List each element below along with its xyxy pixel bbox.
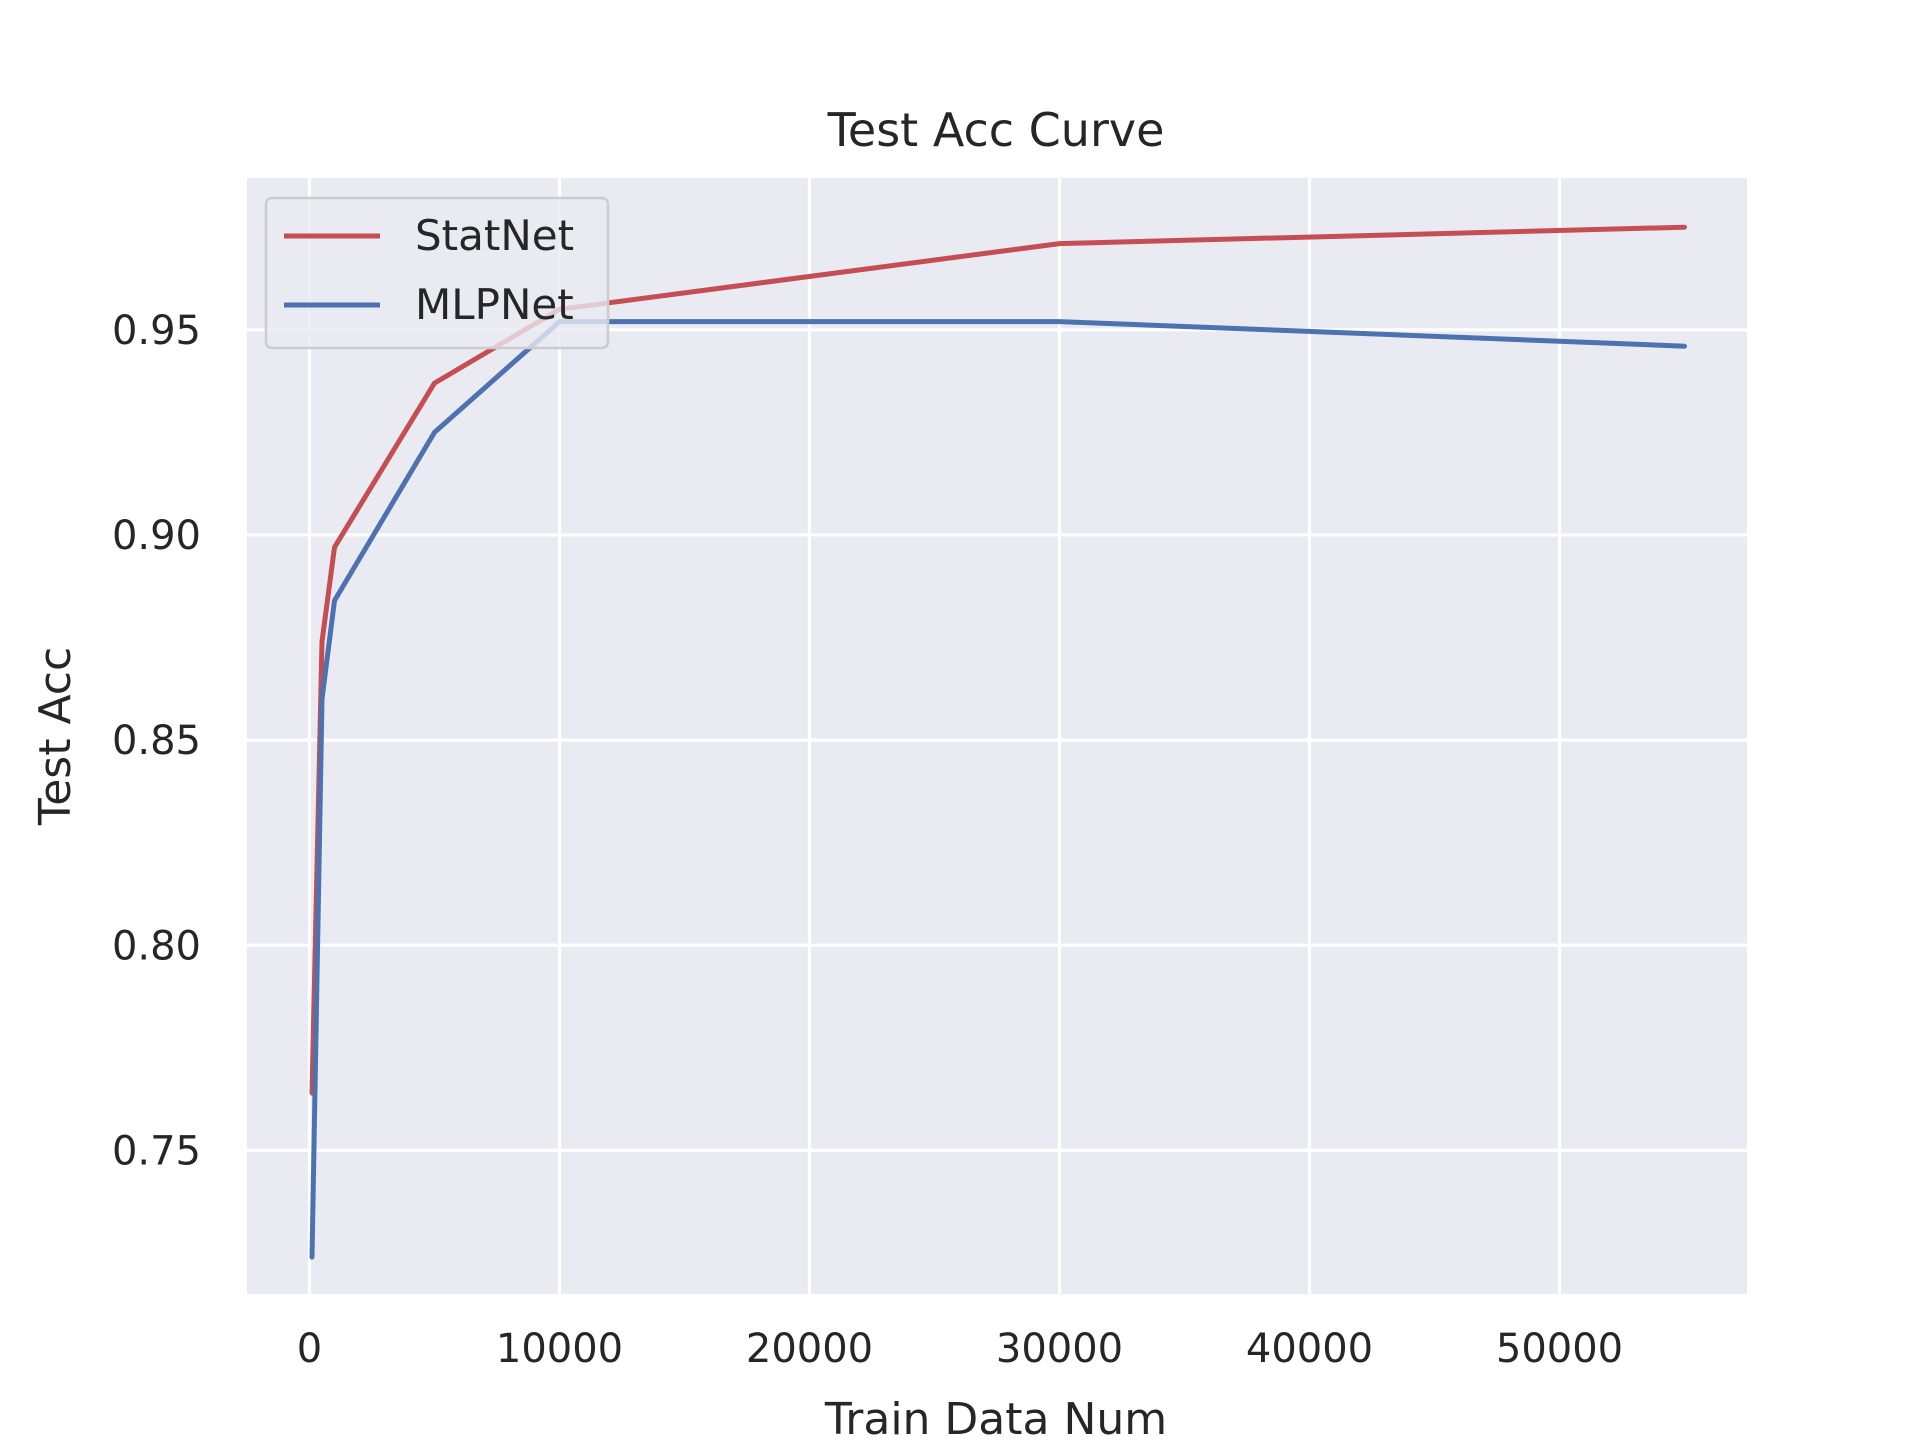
legend-label-statnet: StatNet — [415, 211, 574, 260]
y-tick-label: 0.90 — [112, 513, 201, 559]
x-tick-label: 30000 — [996, 1326, 1123, 1372]
x-tick-labels: 0 10000 20000 30000 40000 50000 — [297, 1326, 1623, 1372]
legend-label-mlpnet: MLPNet — [415, 280, 574, 329]
x-axis-label: Train Data Num — [824, 1394, 1167, 1440]
y-tick-label: 0.95 — [112, 308, 201, 354]
x-tick-label: 40000 — [1246, 1326, 1373, 1372]
y-tick-label: 0.80 — [112, 923, 201, 969]
x-tick-label: 20000 — [746, 1326, 873, 1372]
y-axis-label: Test Acc — [30, 647, 81, 826]
y-tick-label: 0.75 — [112, 1128, 201, 1174]
x-tick-label: 10000 — [496, 1326, 623, 1372]
chart-title: Test Acc Curve — [827, 103, 1165, 157]
x-grid — [307, 178, 1562, 1294]
y-tick-label: 0.85 — [112, 718, 201, 764]
y-tick-labels: 0.75 0.80 0.85 0.90 0.95 — [112, 308, 201, 1175]
x-tick-label: 50000 — [1496, 1326, 1623, 1372]
plot-area — [247, 178, 1747, 1294]
x-tick-label: 0 — [297, 1326, 322, 1372]
legend: StatNet MLPNet — [264, 196, 610, 350]
